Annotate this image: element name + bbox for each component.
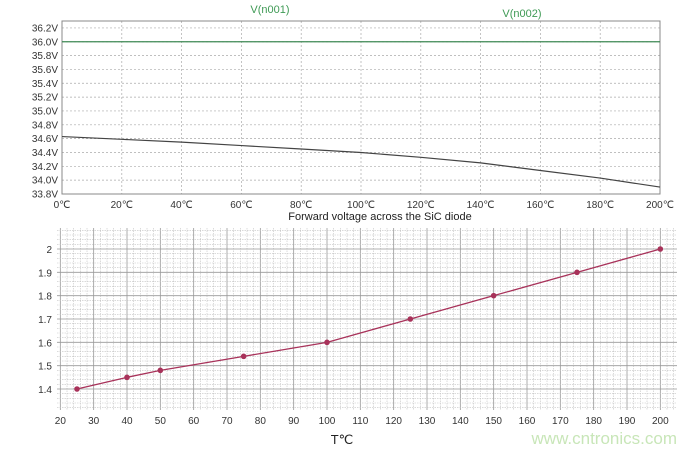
x-tick-label: 130	[419, 416, 436, 427]
x-tick-label: 70	[221, 416, 233, 427]
y-tick-label: 35.4V	[32, 79, 58, 90]
x-tick-label: 150	[485, 416, 502, 427]
x-tick-label: 50	[155, 416, 167, 427]
x-tick-label: 180	[585, 416, 602, 427]
x-tick-label: 20	[55, 416, 67, 427]
y-tick-label: 1.5	[38, 362, 52, 373]
data-point	[74, 386, 80, 392]
data-point	[240, 353, 247, 360]
y-tick-label: 34.0V	[32, 176, 58, 187]
x-tick-label: 100	[319, 416, 336, 427]
x-tick-label: 160℃	[526, 200, 554, 211]
data-point	[407, 316, 414, 322]
x-tick-label: 20℃	[111, 200, 133, 211]
y-tick-label: 35.2V	[32, 93, 58, 104]
x-tick-label: 90	[288, 416, 300, 427]
y-tick-label: 1.9	[38, 268, 52, 279]
y-tick-label: 1.7	[38, 315, 52, 326]
data-point	[157, 367, 164, 374]
x-tick-label: 40℃	[170, 200, 192, 211]
y-tick-label: 36.0V	[32, 37, 58, 48]
x-tick-label: 100℃	[347, 200, 375, 211]
y-tick-label: 2	[46, 245, 52, 256]
x-tick-label: 120℃	[407, 200, 435, 211]
y-tick-label: 1.4	[38, 385, 52, 396]
data-point	[657, 246, 664, 252]
x-tick-label: 40	[121, 416, 133, 427]
x-tick-label: 170	[552, 416, 569, 427]
x-tick-label: 200℃	[646, 200, 674, 211]
x-tick-label: 140	[452, 416, 469, 427]
top-chart: 36.2V 36.0V 35.8V 35.6V 35.4V 35.2V 35.0V 34.8V…	[32, 20, 674, 211]
y-tick-label: 34.2V	[32, 162, 58, 173]
plot-frame	[61, 20, 661, 195]
x-tick-label: 200	[652, 416, 669, 427]
data-point	[124, 374, 130, 381]
series-line-1	[61, 135, 661, 188]
legend-v-n001: V(n001)	[250, 4, 289, 16]
y-tick-label: 36.2V	[32, 23, 58, 34]
legend-v-n002: V(n002)	[502, 8, 541, 20]
y-tick-label: 33.8V	[32, 190, 58, 201]
x-tick-label: 160	[519, 416, 536, 427]
data-point	[490, 292, 497, 299]
x-tick-label: 60℃	[230, 200, 252, 211]
x-tick-label: 110	[352, 416, 368, 427]
x-tick-label: 0℃	[54, 200, 71, 211]
bottom-x-axis-label: T℃	[331, 432, 354, 447]
x-tick-label: 30	[88, 416, 100, 427]
y-tick-label: 1.6	[38, 338, 52, 349]
x-tick-label: 190	[619, 416, 636, 427]
y-tick-label: 34.4V	[32, 148, 58, 159]
y-tick-label: 34.8V	[32, 120, 58, 131]
y-tick-label: 1.8	[38, 292, 52, 303]
x-tick-label: 60	[188, 416, 200, 427]
x-tick-label: 120	[385, 416, 402, 427]
y-tick-label: 35.8V	[32, 51, 58, 62]
x-tick-label: 80℃	[290, 200, 312, 211]
y-tick-label: 35.6V	[32, 65, 58, 76]
data-point	[574, 269, 580, 276]
top-x-axis-label: Forward voltage across the SiC diode	[288, 211, 471, 223]
bottom-chart: 2 1.9 1.8 1.7 1.6 1.5 1.4 20 30 40 50 60 70 80 90 100 11…	[38, 228, 677, 427]
data-point	[324, 339, 330, 346]
x-tick-label: 80	[255, 416, 267, 427]
y-tick-label: 34.6V	[32, 134, 58, 145]
y-tick-label: 35.0V	[32, 106, 58, 117]
x-tick-label: 180℃	[586, 200, 614, 211]
watermark: www.cntronics.com	[531, 429, 677, 448]
x-tick-label: 140℃	[467, 200, 495, 211]
